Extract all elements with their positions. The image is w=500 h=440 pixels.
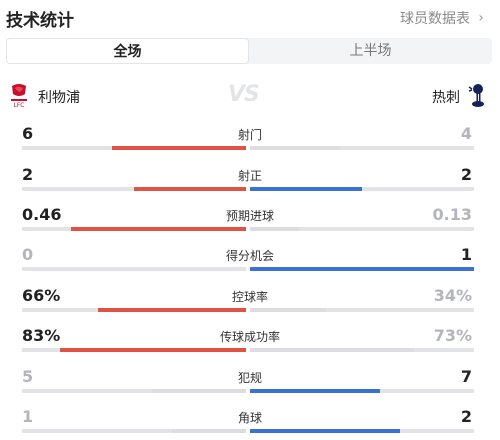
away-bar-fill	[250, 389, 380, 393]
stat-row-possession: 66% 控球率 34%	[0, 286, 500, 316]
tab-first-half[interactable]: 上半场	[349, 43, 392, 59]
player-stats-link[interactable]: 球员数据表 ›	[400, 8, 488, 28]
home-bar-track	[22, 429, 246, 433]
home-bar-fill	[98, 308, 246, 312]
away-value: 34%	[433, 286, 472, 305]
player-stats-link-label: 球员数据表	[400, 11, 470, 27]
stat-label: 射门	[237, 128, 262, 142]
stat-label: 犯规	[237, 371, 262, 385]
stat-label: 传球成功率	[219, 330, 280, 344]
away-bar-track	[250, 227, 474, 231]
home-value: 0.46	[22, 205, 62, 224]
home-value: 0	[22, 245, 34, 264]
away-bar-track	[250, 308, 474, 312]
home-bar-fill	[152, 389, 246, 393]
teams-row: LFC 利物浦 VS 热刺	[0, 78, 500, 112]
away-team-name: 热刺	[432, 90, 460, 106]
home-bar-track	[22, 267, 246, 271]
stat-bar	[22, 429, 474, 433]
away-value: 0.13	[432, 205, 472, 224]
stat-row-shots-on-target: 2 射正 2	[0, 165, 500, 195]
stat-row-shots: 6 射门 4	[0, 124, 500, 154]
vs-mark: VS	[228, 82, 260, 107]
away-value: 4	[460, 124, 472, 143]
away-bar-fill	[250, 227, 299, 231]
away-value: 73%	[433, 326, 472, 345]
stat-label: 射正	[237, 169, 262, 183]
away-value: 2	[460, 165, 472, 184]
home-value: 5	[22, 367, 34, 386]
stat-label: 预期进球	[225, 209, 274, 223]
home-bar-fill	[112, 146, 246, 150]
stat-label: 控球率	[231, 290, 268, 304]
stat-row-big-chances: 0 得分机会 1	[0, 245, 500, 275]
stat-row-xg: 0.46 预期进球 0.13	[0, 205, 500, 235]
home-value: 83%	[22, 326, 61, 345]
away-bar-fill	[250, 429, 400, 433]
home-bar-fill	[71, 227, 246, 231]
away-bar-track	[250, 146, 474, 150]
home-bar-fill	[60, 348, 246, 352]
chevron-right-icon: ›	[478, 10, 484, 26]
away-value: 2	[460, 407, 472, 426]
stat-label: 得分机会	[225, 249, 274, 263]
stats-header: 技术统计 球员数据表 ›	[0, 0, 500, 34]
stat-label: 角球	[237, 411, 262, 425]
away-bar-fill	[250, 267, 474, 271]
stat-bar	[22, 308, 474, 312]
away-bar-fill	[250, 308, 326, 312]
stat-bar	[22, 187, 474, 191]
away-bar-fill	[250, 348, 414, 352]
away-team: 热刺	[432, 82, 488, 112]
svg-text:LFC: LFC	[14, 102, 25, 108]
home-team: LFC 利物浦	[8, 82, 80, 112]
home-team-name: 利物浦	[38, 90, 80, 106]
stat-row-corners: 1 角球 2	[0, 407, 500, 437]
home-bar-track	[22, 389, 246, 393]
page-title: 技术统计	[6, 11, 74, 31]
stat-row-fouls: 5 犯规 7	[0, 367, 500, 397]
stat-bar	[22, 146, 474, 150]
home-bar-fill	[172, 429, 246, 433]
stat-row-pass-accuracy: 83% 传球成功率 73%	[0, 326, 500, 356]
home-value: 66%	[22, 286, 61, 305]
liverpool-crest-icon: LFC	[8, 82, 30, 112]
away-bar-fill	[250, 187, 362, 191]
home-value: 1	[22, 407, 34, 426]
tab-full-match[interactable]: 全场	[6, 38, 249, 64]
away-bar-track	[250, 187, 474, 191]
period-tabs: 全场 上半场	[6, 38, 492, 64]
stat-bar	[22, 389, 474, 393]
stat-bar	[22, 348, 474, 352]
stat-bar	[22, 267, 474, 271]
away-value: 1	[460, 245, 472, 264]
stat-bar	[22, 227, 474, 231]
home-value: 6	[22, 124, 34, 143]
away-value: 7	[460, 367, 472, 386]
home-value: 2	[22, 165, 34, 184]
tottenham-crest-icon	[468, 82, 488, 112]
home-bar-fill	[134, 187, 246, 191]
away-bar-fill	[250, 146, 340, 150]
